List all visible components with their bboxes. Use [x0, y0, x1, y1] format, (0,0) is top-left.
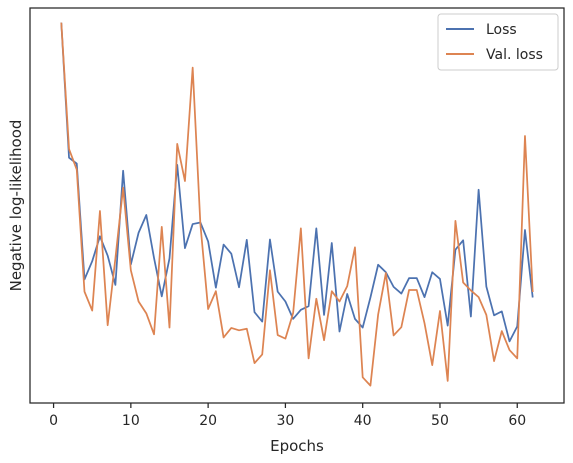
y-axis-label: Negative log-likelihood — [7, 120, 25, 292]
plot-frame — [29, 7, 565, 404]
x-tick-label: 0 — [49, 413, 58, 429]
x-axis-label: Epochs — [270, 437, 324, 455]
x-tick-label: 40 — [354, 413, 372, 429]
legend: Loss Val. loss — [437, 13, 559, 71]
series-lines — [60, 22, 534, 387]
x-tick-label: 20 — [199, 413, 217, 429]
x-tick-label: 30 — [276, 413, 294, 429]
series-line-val-loss — [60, 22, 534, 387]
x-tick-label: 50 — [431, 413, 449, 429]
legend-label-loss: Loss — [486, 22, 517, 38]
legend-label-val-loss: Val. loss — [486, 47, 543, 63]
x-tick-label: 10 — [122, 413, 140, 429]
x-tick-label: 60 — [508, 413, 526, 429]
plot-area — [30, 8, 564, 403]
x-ticks: 0 10 20 30 40 50 60 — [49, 403, 526, 429]
